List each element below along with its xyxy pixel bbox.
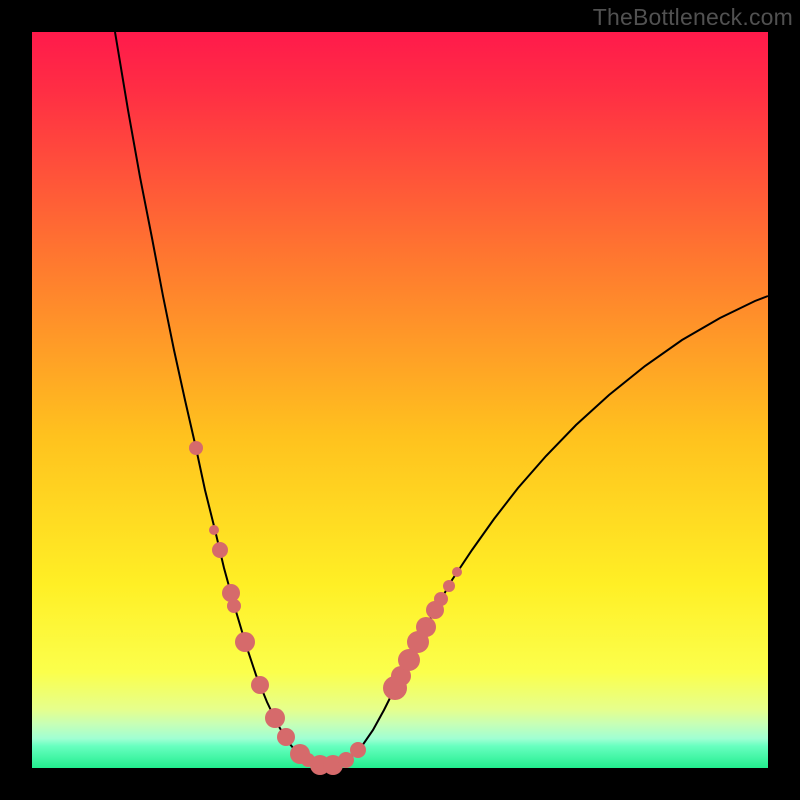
chart-frame: TheBottleneck.com [0, 0, 800, 800]
marker-point [416, 617, 436, 637]
marker-point [265, 708, 285, 728]
marker-layer [189, 441, 462, 775]
marker-point [212, 542, 228, 558]
marker-point [251, 676, 269, 694]
marker-point [235, 632, 255, 652]
marker-point [452, 567, 462, 577]
marker-point [227, 599, 241, 613]
marker-point [209, 525, 219, 535]
marker-point [434, 592, 448, 606]
marker-point [277, 728, 295, 746]
curve-path [115, 32, 768, 766]
marker-point [350, 742, 366, 758]
marker-point [222, 584, 240, 602]
chart-svg [0, 0, 800, 800]
marker-point [443, 580, 455, 592]
marker-point [189, 441, 203, 455]
watermark-text: TheBottleneck.com [593, 4, 793, 31]
